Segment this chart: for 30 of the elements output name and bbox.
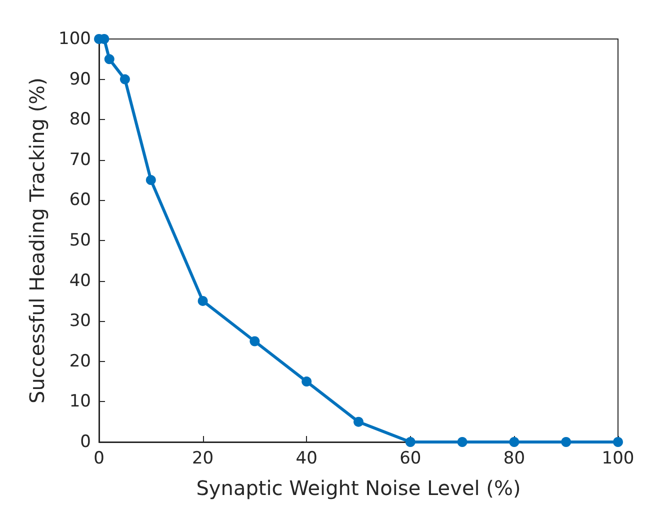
- y-axis-title: Successful Heading Tracking (%): [25, 78, 49, 404]
- y-tick-label: 20: [69, 351, 91, 372]
- point: [509, 437, 520, 447]
- point: [561, 437, 572, 447]
- point: [198, 296, 208, 306]
- y-tick-label: 100: [58, 29, 91, 49]
- y-tick-label: 70: [69, 150, 91, 170]
- point: [457, 437, 468, 447]
- x-tick-label: 60: [400, 448, 422, 468]
- y-tick-label: 50: [69, 230, 91, 250]
- point: [120, 74, 130, 84]
- x-tick-label: 40: [296, 448, 318, 468]
- y-tick-label: 0: [80, 432, 91, 452]
- y-tick-label: 10: [69, 392, 91, 412]
- point: [405, 437, 416, 447]
- x-tick-label: 80: [503, 448, 526, 468]
- x-tick-label: 20: [192, 448, 214, 468]
- y-tick-label: 90: [69, 69, 91, 90]
- point: [104, 54, 114, 64]
- x-tick-label: 100: [602, 448, 634, 468]
- x-tick-label: 0: [94, 448, 104, 468]
- point: [250, 336, 260, 346]
- x-axis-title: Synaptic Weight Noise Level (%): [196, 476, 521, 500]
- y-tick-label: 40: [69, 270, 91, 291]
- y-tick-label: 80: [69, 110, 91, 130]
- point: [354, 416, 364, 427]
- point: [302, 376, 312, 387]
- y-tick-label: 60: [69, 190, 91, 210]
- point: [146, 175, 156, 186]
- y-tick-label: 30: [69, 311, 91, 332]
